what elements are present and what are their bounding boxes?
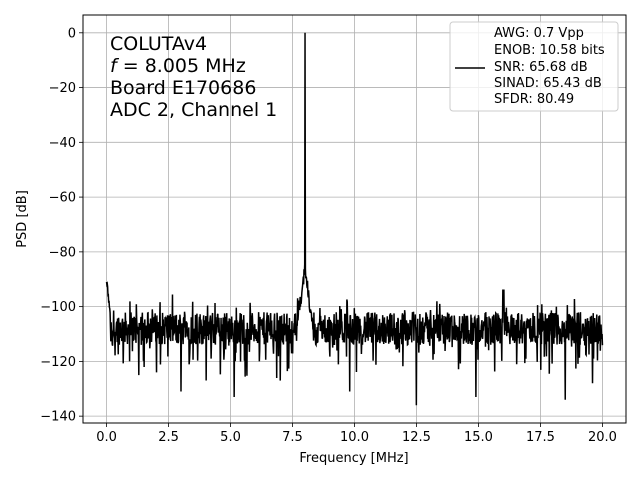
x-tick-label: 12.5 (402, 430, 431, 445)
y-axis-label: PSD [dB] (15, 190, 30, 248)
y-tick-label: −40 (49, 136, 76, 151)
y-tick-label: −80 (49, 245, 76, 260)
annotation-freq-symbol: f (110, 55, 120, 77)
psd-series-line (105, 32, 604, 406)
x-tick-label: 20.0 (588, 430, 617, 445)
legend-box (449, 21, 619, 112)
chart-annotation: COLUTAv4 f = 8.005 MHz Board E170686 ADC… (110, 33, 277, 121)
legend-entry-enob: ENOB: 10.58 bits (494, 43, 605, 58)
annotation-line-1: COLUTAv4 (110, 33, 207, 55)
annotation-line-3: Board E170686 (110, 77, 256, 99)
x-axis-label: Frequency [MHz] (299, 451, 408, 466)
annotation-freq-value: = 8.005 MHz (117, 55, 246, 77)
annotation-line-4: ADC 2, Channel 1 (110, 99, 277, 121)
y-tick-label: −140 (40, 410, 76, 425)
y-axis-ticks: 0 −20 −40 −60 −80 −100 −120 −140 (40, 26, 83, 425)
legend: AWG: 0.7 Vpp ENOB: 10.58 bits SNR: 65.68… (449, 21, 619, 112)
legend-entry-snr: SNR: 65.68 dB (494, 60, 588, 75)
x-tick-label: 0.0 (96, 430, 117, 445)
x-axis-ticks: 0.0 2.5 5.0 7.5 10.0 12.5 15.0 17.5 20.0 (96, 423, 617, 445)
grid (83, 15, 626, 423)
y-tick-label: 0 (68, 26, 76, 41)
legend-entry-awg: AWG: 0.7 Vpp (494, 26, 584, 41)
x-tick-label: 10.0 (340, 430, 369, 445)
x-tick-label: 7.5 (282, 430, 303, 445)
x-tick-label: 2.5 (158, 430, 179, 445)
y-tick-label: −20 (49, 81, 76, 96)
x-tick-label: 15.0 (464, 430, 493, 445)
x-tick-label: 17.5 (526, 430, 555, 445)
x-tick-label: 5.0 (220, 430, 241, 445)
annotation-line-2: f = 8.005 MHz (110, 55, 246, 77)
legend-entry-sfdr: SFDR: 80.49 (494, 92, 574, 107)
legend-entry-sinad: SINAD: 65.43 dB (494, 76, 602, 91)
y-tick-label: −100 (40, 300, 76, 315)
y-tick-label: −120 (40, 355, 76, 370)
y-tick-label: −60 (49, 191, 76, 206)
